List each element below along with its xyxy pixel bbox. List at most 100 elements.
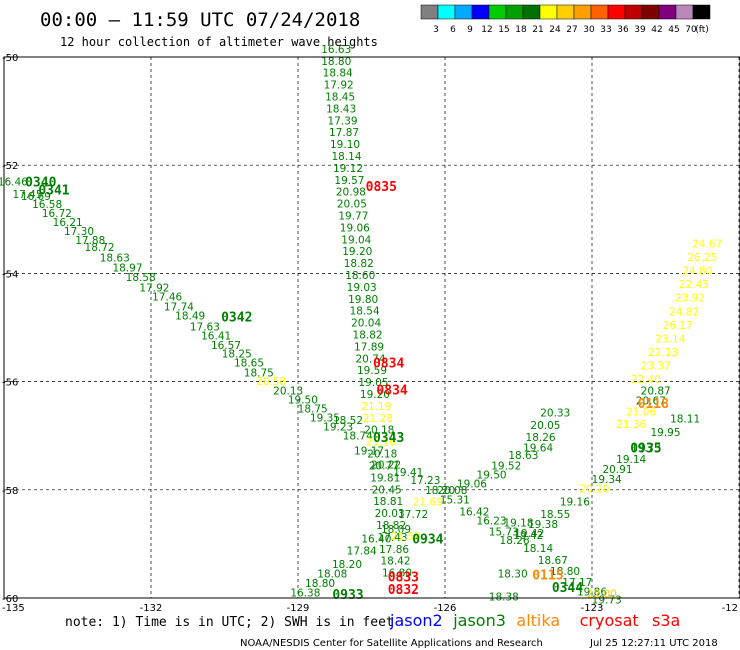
footer-credit: NOAA/NESDIS Center for Satellite Applica… (240, 638, 543, 649)
wave-height-point: 20.91 (602, 464, 632, 476)
wave-height-point: 16.23 (477, 516, 507, 528)
wave-height-point: 20.18 (367, 449, 397, 461)
wave-height-point: 17.86 (379, 544, 409, 556)
wave-height-point: 18.74 (343, 431, 373, 443)
colorbar-label: 45 (668, 25, 679, 35)
wave-height-point: 16.21 (53, 217, 83, 229)
wave-height-point: 18.54 (350, 306, 380, 318)
wave-height-point: 19.35 (310, 412, 340, 424)
wave-height-point: 23.14 (655, 333, 685, 345)
colorbar-label: 42 (651, 25, 662, 35)
wave-height-point: 17.74 (164, 301, 194, 313)
pass-time-label: 0832 (388, 583, 419, 598)
wave-height-point: 16.41 (201, 331, 231, 343)
wave-height-point: 23.37 (641, 360, 671, 372)
colorbar-label: 9 (467, 25, 473, 35)
legend-entry: s3a (652, 611, 680, 630)
wave-height-point: 18.75 (244, 367, 274, 379)
pass-time-label: 0340 (25, 175, 56, 190)
pass-time-label: 0833 (388, 570, 419, 585)
colorbar-label: 70 (685, 25, 697, 35)
colorbar-label: 3 (433, 25, 439, 35)
wave-height-point: 20.04 (351, 318, 381, 330)
colorbar-label: 6 (450, 25, 456, 35)
plot-frame (3, 56, 740, 599)
wave-height-point: 18.82 (344, 258, 374, 270)
wave-height-point: 16.58 (32, 199, 62, 211)
colorbar-label: 12 (481, 25, 492, 35)
wave-height-point: 18.08 (317, 569, 347, 581)
page-title: 00:00 – 11:59 UTC 07/24/2018 (40, 9, 360, 31)
wave-height-point: 18.43 (326, 103, 356, 115)
wave-height-point: 18.30 (498, 569, 528, 581)
wave-height-point: 21.59 (391, 531, 421, 543)
colorbar-label: 39 (634, 25, 646, 35)
wave-height-point: 22.00 (587, 589, 617, 601)
pass-time-label: 0343 (373, 431, 404, 446)
wave-height-point: 20.20 (579, 484, 609, 496)
wave-height-point: 16.69 (21, 191, 51, 203)
wave-height-point: 18.25 (222, 348, 252, 360)
wave-height-point: 20.87 (641, 385, 671, 397)
wave-height-point: 16.72 (42, 208, 72, 220)
wave-height-point: 19.06 (340, 222, 370, 234)
colorbar-swatch (488, 4, 507, 20)
colorbar-label: 30 (583, 25, 595, 35)
colorbar-label: 21 (532, 25, 543, 35)
wave-height-point: 16.38 (290, 588, 320, 600)
pass-time-label: 0344 (552, 581, 583, 596)
wave-height-point: 19.18 (503, 517, 533, 529)
wave-height-point: 20.58 (256, 376, 286, 388)
x-tick-label: -126 (434, 603, 457, 614)
legend: jason2 jason3 altika cryosat s3a (389, 611, 680, 630)
wave-height-point: 20.67 (636, 396, 666, 408)
wave-height-point: 19.10 (330, 139, 360, 151)
wave-height-point: 18.11 (670, 413, 700, 425)
wave-height-point: 20.05 (530, 420, 560, 432)
wave-height-point: 18.26 (526, 432, 556, 444)
pass-time-label: 0835 (366, 180, 397, 195)
wave-height-point: 20.08 (437, 485, 467, 497)
wave-height-point: 24.80 (682, 266, 712, 278)
wave-height-point: 16.57 (211, 340, 241, 352)
wave-height-point: 19.86 (577, 587, 607, 599)
wave-height-point: 18.75 (298, 404, 328, 416)
wave-height-point: 17.63 (190, 321, 220, 333)
wave-height-point: 16.46 (0, 176, 28, 188)
wave-height-point: 19.12 (333, 163, 363, 175)
colorbar-swatch (692, 4, 711, 20)
colorbar-swatch (607, 4, 626, 20)
colorbar-swatch (437, 4, 456, 20)
legend-entry: jason3 (452, 611, 506, 630)
wave-height-point: 19.04 (341, 234, 371, 246)
x-tick-label: -129 (287, 603, 310, 614)
colorbar: 3 6 9 12 15 18 21 24 27 30 33 36 39 42 45 70(ft) (420, 4, 711, 35)
colorbar-label: 18 (515, 25, 527, 35)
pass-time-label: 0834 (373, 357, 404, 372)
colorbar-swatch (505, 4, 524, 20)
wave-height-point: 18.97 (112, 262, 142, 274)
wave-height-point: 26.25 (687, 252, 717, 264)
colorbar-label: 33 (600, 25, 611, 35)
wave-height-point: 21.28 (363, 413, 393, 425)
wave-height-point: 18.63 (508, 450, 538, 462)
wave-height-point: 17.88 (75, 235, 105, 247)
wave-height-point: 15.31 (440, 495, 470, 507)
wave-height-point: 19.23 (323, 422, 353, 434)
pass-time-label: 0341 (38, 184, 69, 199)
wave-height-point: 16.40 (361, 533, 391, 545)
y-tick-label: -58 (2, 486, 18, 497)
wave-height-point: 20.22 (371, 459, 401, 471)
colorbar-swatch (539, 4, 558, 20)
wave-height-point: 19.16 (560, 497, 590, 509)
wave-height-point: 19.57 (334, 175, 364, 187)
wave-height-point: 24.67 (692, 239, 722, 251)
colorbar-swatch (658, 4, 677, 20)
wave-height-point: 19.06 (457, 478, 487, 490)
wave-height-point: 21.16 (366, 437, 396, 449)
data-points: 16.4617.4516.6916.5816.7216.2117.3017.88… (0, 44, 722, 607)
wave-height-point: 20.03 (375, 508, 405, 520)
wave-height-point: 19.52 (491, 460, 521, 472)
wave-height-point: 18.52 (333, 415, 363, 427)
